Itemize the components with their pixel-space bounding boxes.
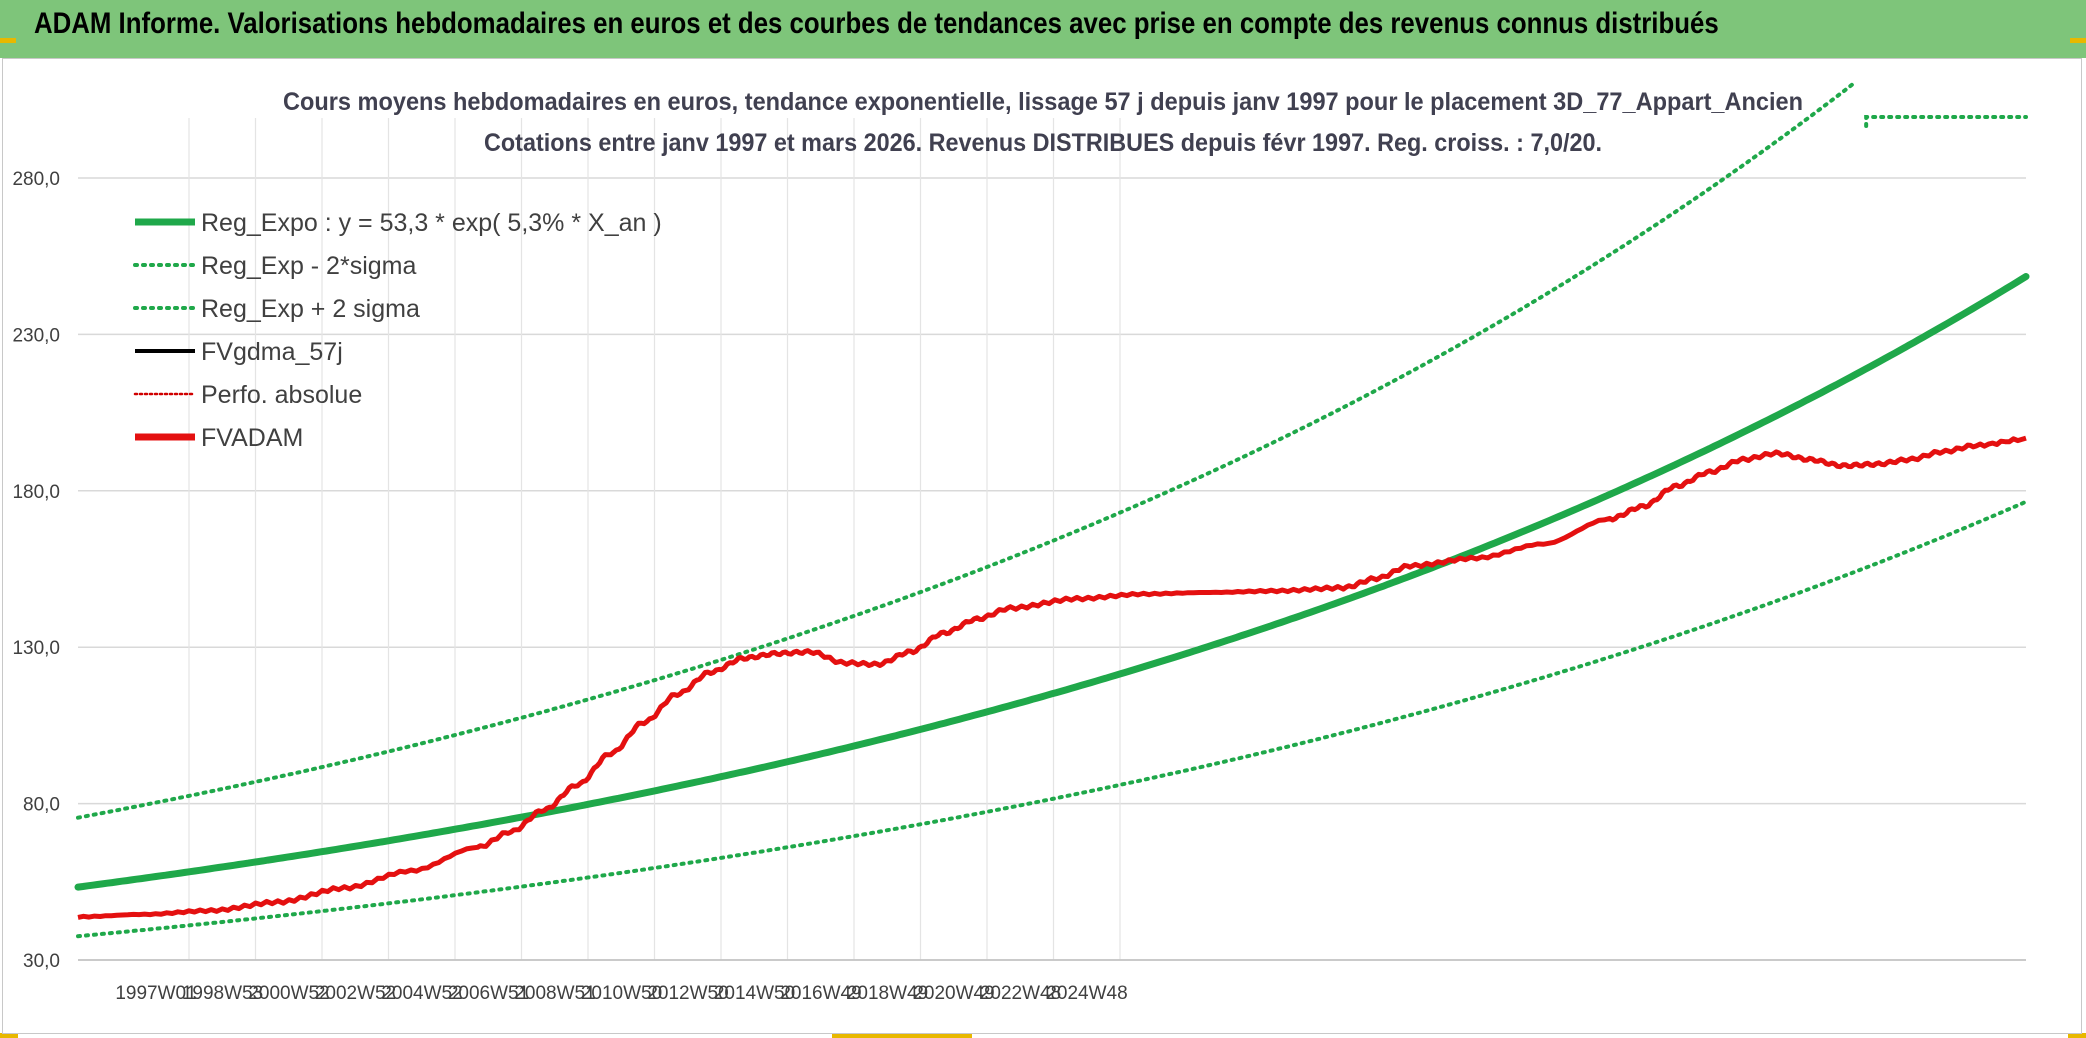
legend-label-fvadam: FVADAM: [201, 424, 303, 452]
header-banner: ADAM Informe. Valorisations hebdomadaire…: [0, 0, 2086, 58]
series-fvadam: [77, 435, 2027, 920]
chart-axes: 30,0 80,0 130,0 180,0 230,0 280,0 1997W011998W…: [12, 169, 2026, 1004]
chart-subtitle: Cotations entre janv 1997 et mars 2026. …: [484, 129, 1602, 157]
series-reg-expo: [74, 273, 2030, 891]
x-tick-label: 2012W50: [647, 983, 728, 1004]
chart-legend: Reg_Expo : y = 53,3 * exp( 5,3% * X_an )…: [133, 209, 662, 452]
report-title: ADAM Informe. Valorisations hebdomadaire…: [34, 7, 1719, 40]
x-tick-label: 2018W49: [847, 983, 928, 1004]
corner-mark-right: [2070, 38, 2086, 43]
corner-mark-left: [0, 38, 16, 43]
y-tick-label: 30,0: [23, 951, 60, 972]
x-tick-label: 2002W52: [315, 983, 396, 1004]
chart-grid: [78, 118, 2026, 961]
x-tick-label: 2000W52: [248, 983, 329, 1004]
series-reg-minus-2sigma: [76, 499, 2028, 939]
corner-mark-bottom-left: [0, 1033, 18, 1038]
x-tick-label: 1998W53: [182, 983, 263, 1004]
y-tick-label: 180,0: [12, 482, 60, 503]
series-reg-plus-2sigma-clip: [1864, 115, 2028, 128]
x-tick-label: 1997W01: [115, 983, 196, 1004]
x-tick-label: 2008W51: [514, 983, 595, 1004]
x-tick-label: 2024W48: [1046, 983, 1127, 1004]
corner-mark-bottom-right: [2068, 1033, 2086, 1038]
legend-label-perfo: Perfo. absolue: [201, 381, 362, 409]
x-tick-label: 2020W49: [913, 983, 994, 1004]
y-tick-label: 80,0: [23, 795, 60, 816]
x-tick-label: 2006W51: [448, 983, 529, 1004]
x-tick-label: 2004W52: [381, 983, 462, 1004]
y-tick-label: 130,0: [12, 638, 60, 659]
x-tick-label: 2016W49: [780, 983, 861, 1004]
series-reg-plus-2sigma: [76, 82, 1855, 820]
legend-label-fvgdma: FVgdma_57j: [201, 338, 343, 366]
legend-label-reg_expo: Reg_Expo : y = 53,3 * exp( 5,3% * X_an ): [201, 209, 662, 237]
x-tick-label: 2010W50: [581, 983, 662, 1004]
chart-series: [74, 82, 2030, 939]
corner-mark-bottom-mid: [832, 1033, 972, 1038]
x-tick-label: 2022W48: [980, 983, 1061, 1004]
y-tick-label: 280,0: [12, 169, 60, 190]
legend-label-reg_minus: Reg_Exp - 2*sigma: [201, 252, 416, 280]
x-tick-label: 2014W50: [714, 983, 795, 1004]
legend-label-reg_plus: Reg_Exp + 2 sigma: [201, 295, 420, 323]
y-tick-label: 230,0: [12, 325, 60, 346]
chart-title: Cours moyens hebdomadaires en euros, ten…: [283, 88, 1803, 116]
